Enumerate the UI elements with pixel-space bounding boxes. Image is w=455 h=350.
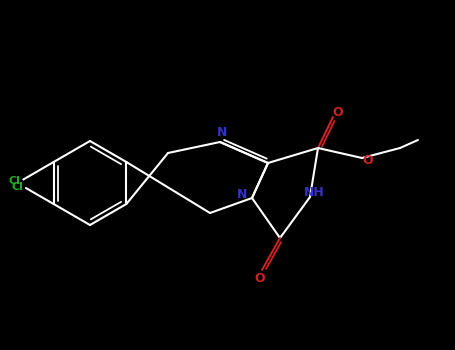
Text: N: N (237, 189, 247, 202)
Text: NH: NH (303, 187, 324, 199)
Text: O: O (363, 154, 373, 167)
Text: O: O (333, 106, 344, 119)
Text: Cl: Cl (11, 182, 23, 192)
Text: O: O (255, 272, 265, 285)
Text: Cl: Cl (9, 175, 20, 186)
Text: N: N (217, 126, 227, 140)
